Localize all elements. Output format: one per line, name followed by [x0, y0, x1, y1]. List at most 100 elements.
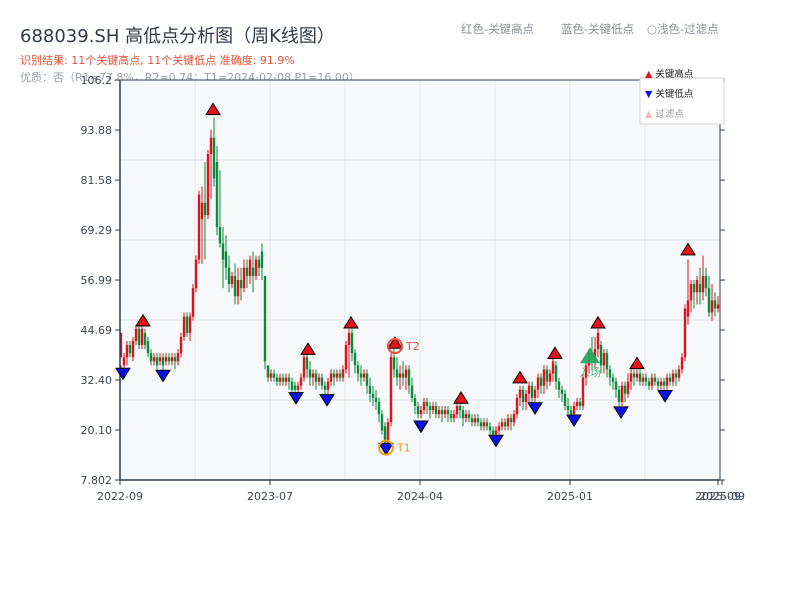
candle-body: [392, 357, 396, 370]
candle-body: [692, 284, 696, 293]
candle-body: [296, 385, 300, 390]
candle-body: [596, 332, 600, 350]
candle-body: [536, 377, 540, 390]
candle-body: [284, 377, 288, 382]
candle-body: [269, 373, 273, 378]
candle-body: [152, 357, 156, 362]
candle-body: [167, 357, 171, 362]
key-low-marker: [155, 369, 171, 383]
candle-body: [227, 267, 231, 285]
candle-body: [173, 357, 177, 362]
candle-body: [206, 153, 210, 215]
candle-body: [350, 332, 354, 354]
candle-body: [683, 308, 687, 358]
candle-body: [236, 280, 240, 297]
candle-body: [494, 430, 498, 435]
candle-body: [341, 369, 345, 378]
candle-body: [710, 300, 714, 313]
candle-body: [686, 300, 690, 317]
candle-body: [122, 357, 126, 366]
candle-body: [215, 162, 219, 228]
candle-body: [458, 406, 462, 411]
key-low-marker: [115, 367, 131, 381]
candle-body: [662, 381, 666, 386]
candle-body: [437, 410, 441, 415]
candle-body: [263, 275, 267, 362]
candle-body: [266, 365, 270, 378]
candle-body: [665, 377, 669, 386]
key-low-marker: [566, 414, 582, 428]
candle-body: [668, 377, 672, 382]
candle-body: [605, 353, 609, 370]
candle-body: [353, 353, 357, 366]
candle-body: [671, 373, 675, 382]
x-tick-label: 2022-09: [97, 490, 143, 503]
candle-body: [194, 259, 198, 289]
t1-label: T1: [396, 442, 411, 455]
key-high-marker: [680, 242, 696, 256]
candle-body: [431, 406, 435, 411]
key-high-marker: [547, 346, 563, 359]
candle-body: [362, 373, 366, 378]
x-tick-label: 2025-09: [695, 490, 741, 503]
candle-body: [380, 414, 384, 431]
candle-body: [470, 418, 474, 423]
key-high-marker: [629, 356, 645, 370]
candle-body: [377, 401, 381, 415]
candle-body: [233, 275, 237, 297]
candle-body: [416, 406, 420, 415]
candle-body: [176, 353, 180, 362]
candle-body: [659, 381, 663, 386]
top-legend-low: 蓝色-关键低点: [561, 22, 635, 36]
candle-body: [212, 137, 216, 179]
chart-title: 688039.SH 高低点分析图（周K线图）: [20, 26, 335, 47]
candle-body: [632, 373, 636, 378]
candle-body: [581, 377, 585, 407]
candle-body: [560, 389, 564, 394]
candle-body: [230, 275, 234, 285]
candle-body: [371, 393, 375, 398]
key-high-marker: [453, 391, 469, 404]
candle-body: [158, 357, 162, 362]
candle-body: [542, 369, 546, 386]
candle-body: [329, 373, 333, 382]
y-tick-label: 20.10: [81, 424, 113, 437]
candle-body: [359, 373, 363, 378]
candle-body: [182, 316, 186, 337]
candle-body: [224, 251, 228, 268]
candle-body: [503, 422, 507, 427]
candle-body: [575, 401, 579, 407]
candle-body: [464, 414, 468, 419]
candle-body: [305, 357, 309, 370]
entry-marker: [580, 347, 600, 364]
candle-body: [272, 373, 276, 378]
candle-body: [641, 377, 645, 382]
candle-body: [200, 202, 204, 220]
candle-body: [623, 385, 627, 394]
candle-body: [320, 377, 324, 386]
candle-body: [275, 377, 279, 382]
key-high-marker: [135, 313, 151, 327]
candle-body: [455, 406, 459, 415]
candle-body: [140, 328, 144, 346]
candle-body: [257, 259, 261, 268]
key-high-marker: [205, 102, 221, 116]
candle-body: [434, 406, 438, 415]
candle-body: [218, 227, 222, 244]
candle-body: [698, 284, 702, 293]
candle-body: [620, 385, 624, 402]
key-low-marker: [527, 402, 543, 415]
result-summary: 识别结果: 11个关键高点, 11个关键低点 准确度: 91.9%: [20, 54, 295, 67]
candle-body: [245, 267, 249, 276]
candle-body: [707, 288, 711, 313]
candle-body: [533, 389, 537, 398]
candle-body: [449, 414, 453, 419]
key-low-marker: [657, 390, 673, 403]
candle-body: [374, 397, 378, 402]
candle-body: [164, 357, 168, 362]
candle-body: [209, 137, 213, 154]
candle-body: [491, 430, 495, 435]
candle-body: [185, 316, 189, 333]
candle-body: [179, 336, 183, 354]
candle-body: [524, 393, 528, 402]
